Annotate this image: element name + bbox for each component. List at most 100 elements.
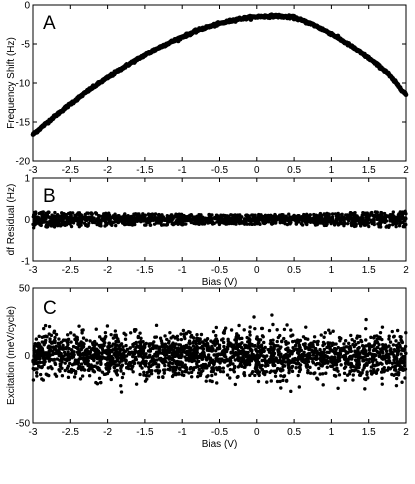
data-point: [341, 354, 345, 359]
data-point: [324, 371, 328, 375]
data-point: [235, 215, 239, 219]
data-point: [161, 348, 165, 352]
data-point: [180, 353, 184, 357]
data-point: [276, 350, 281, 354]
data-point: [112, 365, 117, 370]
data-point: [240, 341, 244, 345]
data-point: [126, 220, 130, 225]
data-point: [367, 347, 372, 351]
data-point: [181, 346, 186, 350]
data-point: [196, 374, 200, 379]
data-point: [305, 354, 309, 359]
data-point: [167, 339, 171, 344]
data-point: [222, 331, 226, 335]
data-point: [233, 364, 237, 369]
data-point: [67, 346, 71, 351]
data-point: [176, 346, 180, 350]
data-point: [98, 380, 103, 385]
data-point: [397, 224, 402, 228]
data-point: [190, 359, 194, 364]
data-point: [350, 218, 355, 222]
data-point: [367, 224, 371, 229]
data-point: [244, 354, 249, 359]
data-point: [284, 342, 288, 346]
data-point: [351, 378, 355, 382]
data-point: [212, 362, 216, 367]
data-point: [231, 362, 235, 366]
data-point: [183, 369, 187, 374]
data-point: [271, 341, 275, 346]
data-point: [188, 366, 193, 370]
data-point: [40, 365, 44, 370]
data-point: [144, 361, 148, 365]
data-point: [89, 211, 94, 215]
data-point: [98, 218, 102, 222]
data-point: [149, 372, 154, 376]
data-point: [293, 218, 297, 222]
data-point: [234, 346, 239, 351]
data-point: [72, 333, 76, 337]
data-point: [364, 338, 368, 342]
data-point: [247, 362, 252, 367]
data-point: [66, 375, 71, 380]
data-point: [253, 326, 257, 331]
data-point: [304, 364, 309, 368]
data-point: [41, 217, 46, 221]
data-point: [207, 219, 211, 223]
y-tick-label: 1: [24, 174, 30, 185]
data-points: [31, 209, 408, 230]
data-point: [140, 214, 145, 219]
data-point: [266, 363, 270, 368]
data-point: [298, 345, 302, 350]
data-point: [188, 346, 193, 350]
data-point: [301, 354, 305, 358]
data-point: [342, 366, 347, 370]
data-point: [330, 212, 335, 216]
data-point: [54, 332, 59, 337]
data-point: [372, 364, 377, 368]
data-point: [386, 355, 391, 359]
data-point: [103, 336, 107, 340]
data-point: [226, 364, 230, 368]
data-point: [64, 347, 68, 351]
data-point: [395, 328, 400, 333]
data-points: [31, 313, 408, 394]
data-point: [140, 366, 144, 370]
data-point: [53, 361, 57, 365]
data-point: [280, 339, 284, 343]
data-point: [248, 333, 252, 337]
data-point: [260, 326, 265, 331]
data-point: [43, 323, 48, 328]
data-point: [262, 221, 267, 226]
data-point: [214, 333, 218, 338]
data-point: [391, 365, 395, 369]
data-point: [331, 363, 335, 367]
data-point: [235, 375, 239, 379]
data-point: [177, 213, 181, 217]
data-point: [39, 211, 43, 215]
data-point: [202, 341, 206, 346]
data-point: [189, 375, 194, 379]
data-point: [280, 215, 284, 220]
data-point: [114, 223, 118, 228]
data-point: [242, 328, 246, 332]
data-point: [178, 216, 182, 220]
data-point: [343, 339, 348, 343]
data-point: [358, 371, 362, 375]
data-point: [289, 366, 294, 370]
data-point: [92, 358, 96, 362]
data-point: [93, 364, 97, 368]
data-point: [248, 325, 252, 329]
data-point: [224, 359, 229, 363]
data-point: [43, 340, 47, 345]
data-point: [77, 324, 81, 328]
x-tick-label: 0: [254, 265, 260, 276]
data-point: [75, 219, 79, 223]
data-point: [145, 218, 150, 223]
data-point: [81, 328, 85, 332]
data-point: [387, 334, 391, 338]
data-point: [199, 332, 204, 337]
data-point: [147, 368, 151, 372]
data-point: [34, 358, 38, 362]
data-point: [382, 219, 387, 224]
